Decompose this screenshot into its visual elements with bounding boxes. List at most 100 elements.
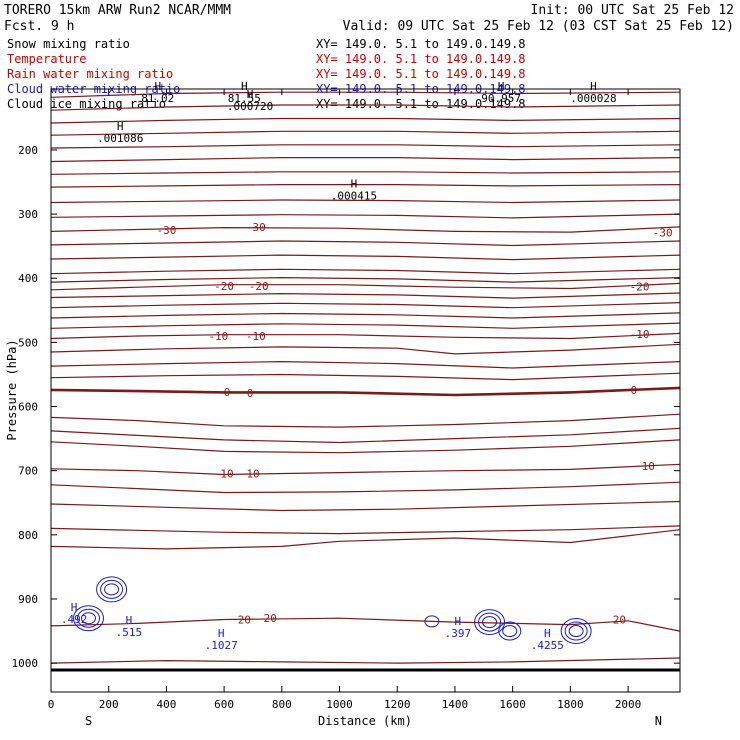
x-tick-label: 2000 (615, 698, 642, 711)
y-tick-label: 300 (18, 208, 38, 221)
extrema-labels: H81.02H81.55H.000720H.001086H.000415H90.… (61, 80, 617, 652)
x-axis-ticks: 0 200 400 600 800 1000 1200 1400 1600 1800 2000 (48, 89, 642, 711)
temperature-contour-line (50, 529, 681, 550)
extremum-value: .1027 (205, 639, 238, 652)
extremum-value: 81.02 (141, 92, 174, 105)
extremum-marker: H (498, 80, 505, 93)
temperature-contour-line (50, 292, 681, 299)
x-tick-label: 1800 (557, 698, 584, 711)
y-tick-label: 500 (18, 336, 38, 349)
temperature-contour-line (50, 130, 681, 136)
legend-entry-name: Cloud ice mixing ratio (7, 97, 166, 111)
temperature-contour-line (50, 184, 681, 188)
temperature-contour-label: -30 (156, 224, 176, 237)
legend-entry-range: XY= 149.0. 5.1 to 149.0.149.8 (316, 52, 526, 66)
x-tick-label: 0 (48, 698, 55, 711)
legend-entry-name: Temperature (7, 52, 86, 66)
x-tick-label: 1200 (384, 698, 411, 711)
y-tick-label: 700 (18, 465, 38, 478)
cloud-water-contour (424, 615, 440, 628)
temperature-contour-label: 20 (264, 612, 277, 625)
extremum-marker: H (126, 614, 133, 627)
temperature-contour-label: 0 (247, 387, 254, 400)
plot-frame (50, 88, 681, 693)
extremum-value: 90.957 (481, 92, 521, 105)
x-tick-label: 200 (99, 698, 119, 711)
temperature-contour-line (50, 343, 681, 355)
temperature-contour-line (50, 171, 681, 175)
extremum-marker: H (455, 615, 462, 628)
extremum-value: .001086 (97, 132, 143, 145)
x-tick-label: 1400 (442, 698, 469, 711)
x-tick-label: 400 (156, 698, 176, 711)
temperature-contour-label: 0 (224, 386, 231, 399)
extremum-marker: H (241, 80, 248, 93)
temperature-contour-line (50, 268, 681, 275)
legend-entry-range: XY= 149.0. 5.1 to 149.0.149.8 (316, 37, 526, 51)
cloud-water-contour (96, 576, 128, 603)
temperature-contour-line (50, 413, 681, 428)
temperature-contour-line (50, 254, 681, 261)
temperature-contour-label: 20 (613, 614, 626, 627)
extremum-value: .000720 (227, 100, 273, 113)
temperature-contour-line (50, 427, 681, 444)
temperature-contour-label: -10 (246, 330, 266, 343)
south-end-label: S (85, 714, 92, 728)
y-tick-label: 1000 (12, 657, 39, 670)
temperature-contour-line (50, 657, 681, 664)
cloud-water-contour (498, 621, 522, 641)
y-tick-label: 400 (18, 272, 38, 285)
north-end-label: N (655, 714, 662, 728)
temperature-contours (50, 91, 681, 664)
temperature-contour-line (50, 282, 681, 291)
extremum-value: .4255 (531, 639, 564, 652)
y-tick-label: 800 (18, 529, 38, 542)
temperature-contour-line (50, 322, 681, 329)
temperature-contour-line (50, 386, 681, 397)
temperature-contour-label: 10 (220, 467, 233, 480)
temperature-contour-line (50, 302, 681, 309)
temperature-contour-line (50, 372, 681, 381)
chart-header: TORERO 15km ARW Run2 NCAR/MMM Fcst. 9 h … (4, 3, 734, 34)
temperature-contour-line (50, 439, 681, 454)
cloud-water-contour (100, 579, 124, 599)
temperature-contour-line (50, 276, 681, 283)
y-tick-label: 200 (18, 144, 38, 157)
temperature-contour-line (50, 525, 681, 535)
cloud-water-contour (474, 609, 506, 636)
extremum-marker: H (590, 80, 597, 93)
cloud-water-contour (81, 612, 97, 625)
temperature-contour-line (50, 144, 681, 149)
temperature-contour-line (50, 500, 681, 512)
temperature-contour-labels: -30 -30 -30 -20 -20 -20 -10 -10 -10 0 0 0 10 10 10 20 20… (156, 221, 672, 627)
temperature-contour-label: -30 (653, 227, 673, 240)
legend-entry-range: XY= 149.0. 5.1 to 149.0.149.8 (316, 97, 526, 111)
legend-entry-name: Snow mixing ratio (7, 37, 130, 51)
y-axis-label: Pressure (hPa) (5, 339, 19, 440)
init-time: Init: 00 UTC Sat 25 Feb 12 (531, 3, 735, 18)
x-tick-label: 1600 (499, 698, 526, 711)
extremum-value: .000415 (331, 190, 377, 203)
chart-title: TORERO 15km ARW Run2 NCAR/MMM (4, 3, 231, 18)
x-tick-label: 1000 (326, 698, 353, 711)
temperature-contour-line (50, 240, 681, 247)
temperature-contour-line (50, 312, 681, 319)
extremum-marker: H (117, 120, 124, 133)
y-tick-label: 900 (18, 593, 38, 606)
temperature-contour-line (50, 360, 681, 369)
extremum-marker: H (154, 80, 161, 93)
temperature-contour-label: -20 (630, 281, 650, 294)
legend-entry-range: XY= 149.0. 5.1 to 149.0.149.8 (316, 67, 526, 81)
temperature-contour-label: 10 (642, 460, 655, 473)
temperature-contour-line (50, 117, 681, 124)
x-axis-label: Distance (km) (318, 714, 412, 728)
temperature-contour-line (50, 213, 681, 219)
x-tick-label: 800 (272, 698, 292, 711)
extremum-marker: H (351, 178, 358, 191)
field-legend: Snow mixing ratio XY= 149.0. 5.1 to 149.0… (7, 37, 526, 111)
temperature-contour-line (50, 104, 681, 111)
temperature-contour-label: -20 (214, 280, 234, 293)
